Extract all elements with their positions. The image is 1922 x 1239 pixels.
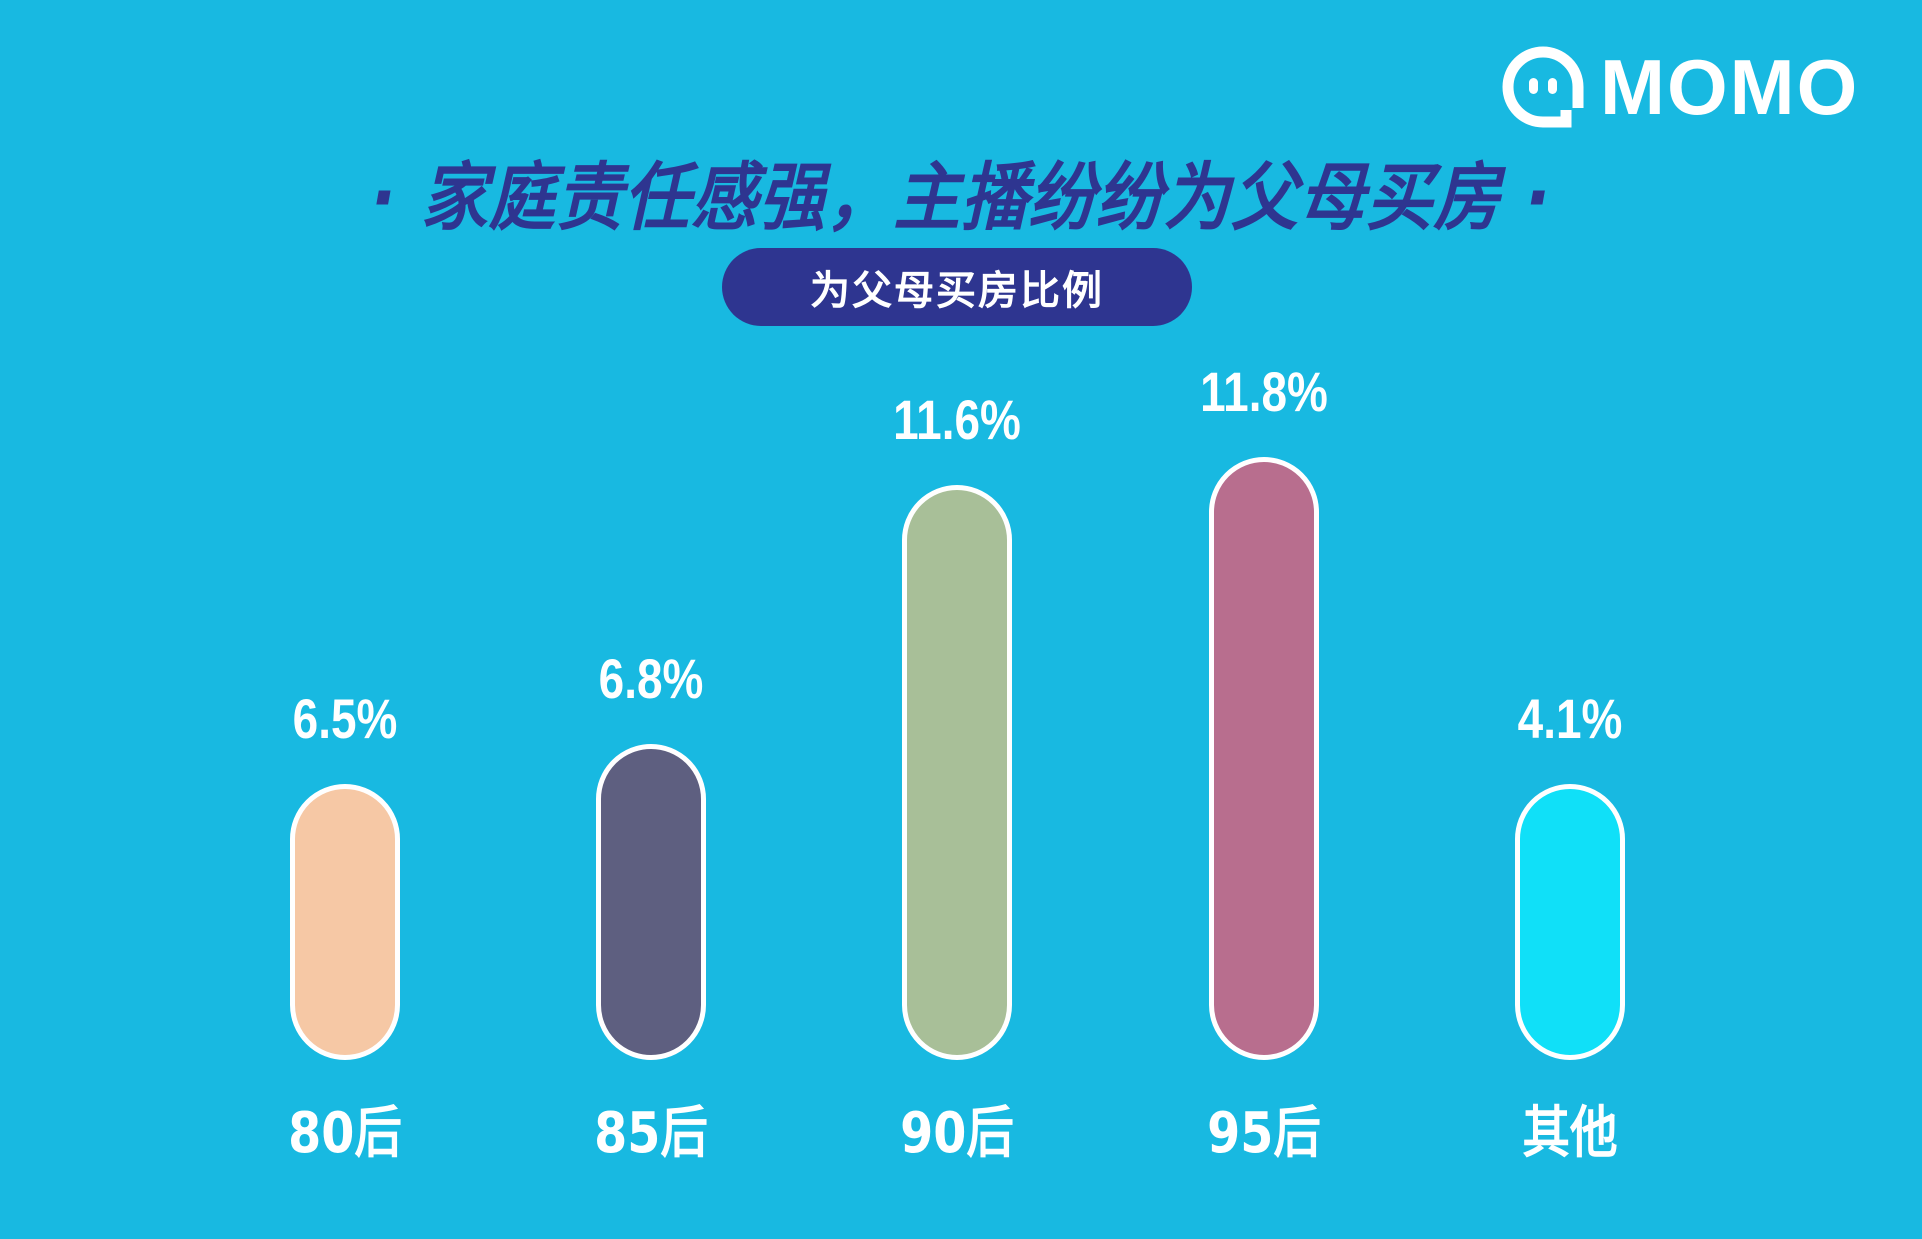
- category-label: 其他: [1522, 1101, 1618, 1166]
- bar-4: [1515, 784, 1625, 1060]
- bar-1: [596, 744, 706, 1060]
- bar-2: [902, 485, 1012, 1060]
- logo-text: MOMO: [1600, 43, 1860, 131]
- momo-chat-bubble-icon: [1502, 46, 1584, 128]
- bar-3: [1209, 457, 1319, 1060]
- category-label: 85后: [594, 1101, 708, 1166]
- chart-title-pill: 为父母买房比例: [722, 248, 1192, 326]
- page-title: · 家庭责任感强，主播纷纷为父母买房 ·: [370, 155, 1552, 241]
- value-label: 6.5%: [292, 687, 398, 750]
- bar-0: [290, 784, 400, 1060]
- category-label: 80后: [288, 1101, 402, 1166]
- value-label: 4.1%: [1517, 687, 1623, 750]
- category-label: 95后: [1207, 1101, 1321, 1166]
- chart-title: 为父母买房比例: [810, 268, 1104, 314]
- momo-logo: MOMO: [1502, 46, 1859, 128]
- value-label: 11.8%: [1200, 360, 1328, 423]
- value-label: 6.8%: [598, 647, 704, 710]
- value-label: 11.6%: [893, 388, 1021, 451]
- category-label: 90后: [900, 1101, 1014, 1166]
